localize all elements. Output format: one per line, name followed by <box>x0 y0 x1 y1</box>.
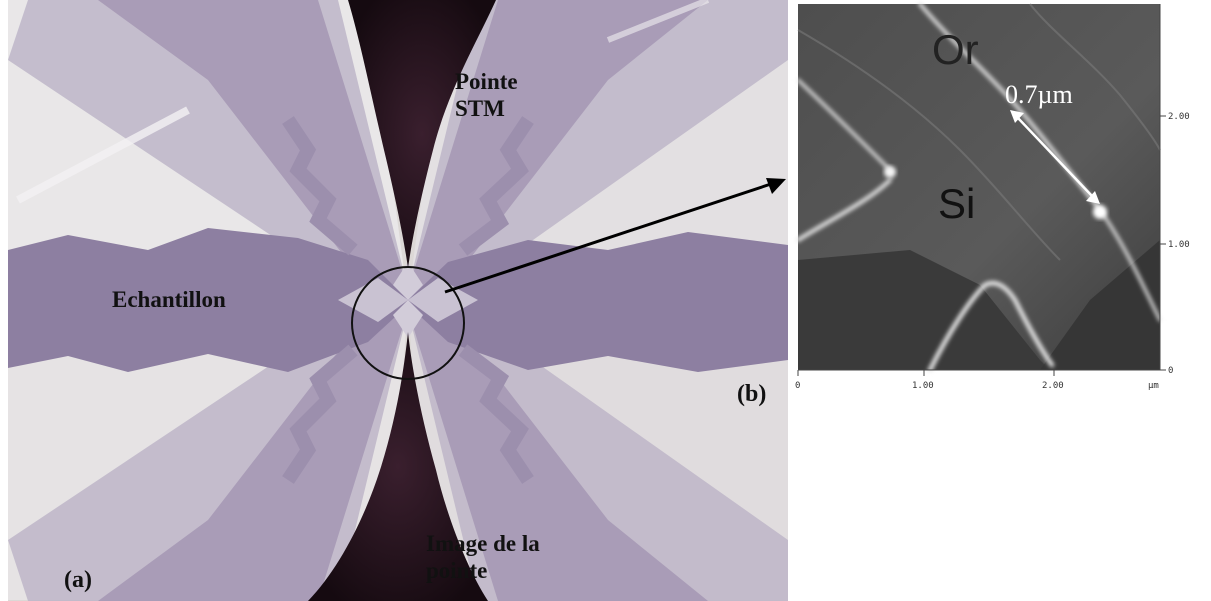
panel-a-label: (a) <box>64 567 92 593</box>
y-tick-1: 1.00 <box>1168 240 1190 250</box>
gap-label: 0.7µm <box>1005 80 1073 109</box>
x-tick-2: 2.00 <box>1042 381 1064 391</box>
y-tick-2: 2.00 <box>1168 112 1190 122</box>
optical-micrograph: Pointe STM Echantillon Image de la point… <box>8 0 788 601</box>
sample-label: Echantillon <box>112 287 226 312</box>
tip-label: Pointe STM <box>455 68 565 122</box>
micrograph-image <box>8 0 788 601</box>
zoom-arrow <box>444 181 775 294</box>
x-unit: µm <box>1148 381 1159 391</box>
gold-label: Or <box>932 26 979 73</box>
afm-scan-panel: Or Si 0.7µm 2.00 1.00 0 0 1.00 2.00 µm <box>790 0 1211 420</box>
tip-image-label-line1: Image de la <box>426 531 540 556</box>
tip-label-line1: Pointe <box>455 69 518 94</box>
x-tick-1: 1.00 <box>912 381 934 391</box>
tip-label-line2: STM <box>455 96 505 121</box>
afm-scan-image: Or Si 0.7µm 2.00 1.00 0 0 1.00 2.00 µm <box>795 2 1190 391</box>
silicon-label: Si <box>938 180 975 227</box>
scan-area-circle <box>351 266 465 380</box>
stm-tip-shape <box>348 0 496 268</box>
tip-image-label-line2: pointe <box>426 558 488 583</box>
y-tick-0: 0 <box>1168 366 1173 376</box>
x-tick-0: 0 <box>795 381 800 391</box>
panel-b-label: (b) <box>737 381 767 407</box>
tip-image-shape <box>308 332 488 601</box>
tip-image-label: Image de la pointe <box>426 530 646 584</box>
